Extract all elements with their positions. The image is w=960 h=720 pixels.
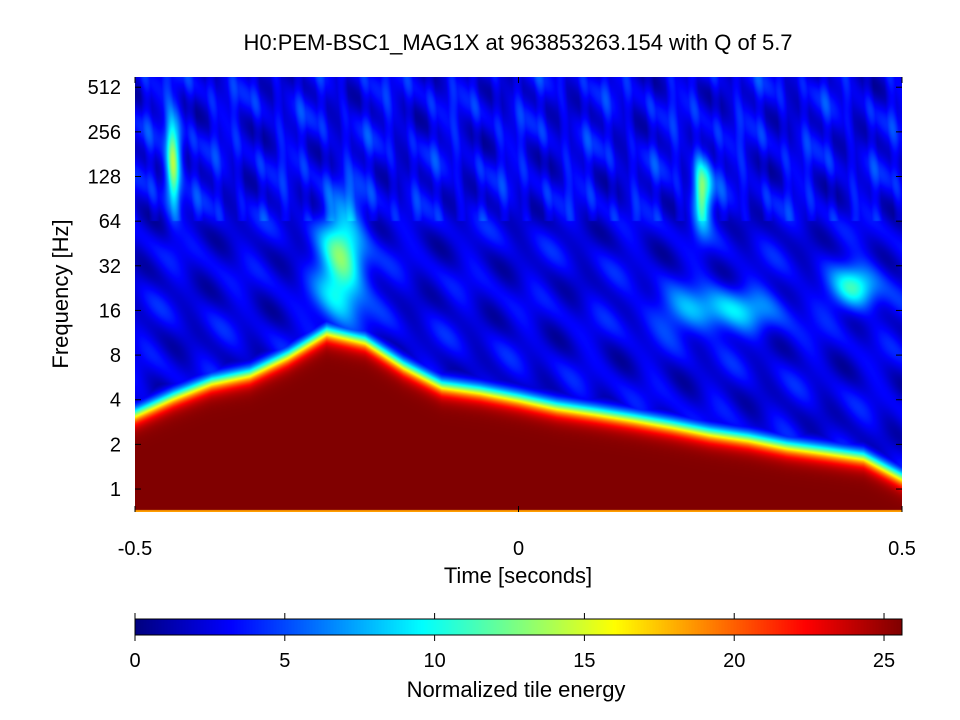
colorbar-ticks: 0 5 10 15 20 25	[129, 613, 903, 672]
y-tick-label: 128	[88, 167, 121, 189]
y-tick-label: 16	[99, 300, 121, 322]
y-tick-label: 64	[99, 211, 121, 233]
y-axis-ticks: 1 2 4 8 16 32 64 128 256 512	[88, 77, 902, 501]
x-axis-label: Time [seconds]	[444, 563, 592, 588]
y-tick-label: 32	[99, 256, 121, 278]
y-tick-label: 512	[88, 77, 121, 99]
x-tick-label: 0.5	[888, 538, 916, 560]
x-tick-label: -0.5	[118, 538, 152, 560]
heatmap-plot-area	[135, 77, 902, 512]
y-tick-label: 1	[110, 479, 121, 501]
colorbar-tick-label: 10	[423, 650, 445, 672]
y-tick-label: 2	[110, 434, 121, 456]
y-axis-label: Frequency [Hz]	[48, 219, 73, 368]
y-tick-label: 4	[110, 390, 121, 412]
colorbar-tick-label: 5	[279, 650, 290, 672]
colorbar-label: Normalized tile energy	[407, 677, 626, 702]
chart-title: H0:PEM-BSC1_MAG1X at 963853263.154 with …	[243, 30, 792, 55]
y-tick-label: 8	[110, 345, 121, 367]
y-tick-label: 256	[88, 122, 121, 144]
x-tick-label: 0	[513, 538, 524, 560]
colorbar-tick-label: 20	[723, 650, 745, 672]
colorbar-tick-label: 25	[873, 650, 895, 672]
colorbar-tick-label: 0	[129, 650, 140, 672]
colorbar-frame	[134, 618, 903, 636]
colorbar-tick-label: 15	[573, 650, 595, 672]
x-axis-ticks: -0.5 0 0.5	[118, 77, 916, 560]
colorbar	[135, 619, 902, 635]
